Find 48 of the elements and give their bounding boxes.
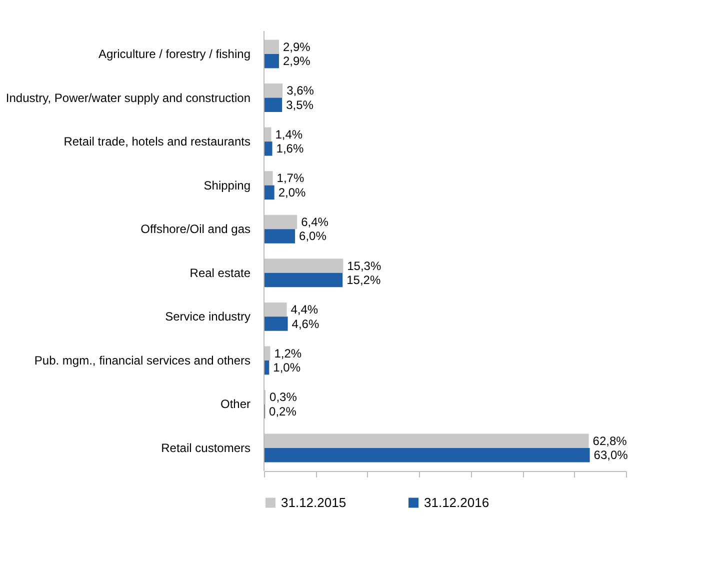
y-tick-label: Offshore/Oil and gas bbox=[140, 222, 250, 236]
data-label: 6,4% bbox=[301, 214, 329, 229]
y-tick-label: Real estate bbox=[190, 266, 251, 280]
y-tick-label: Retail trade, hotels and restaurants bbox=[64, 134, 250, 149]
data-label: 2,9% bbox=[282, 40, 311, 54]
data-label: 2,0% bbox=[278, 185, 306, 200]
data-label: 1,7% bbox=[276, 171, 304, 186]
bar bbox=[264, 316, 288, 331]
bar bbox=[264, 142, 272, 156]
legend-label: 31.12.2016 bbox=[424, 494, 490, 510]
bar bbox=[264, 84, 283, 98]
bar bbox=[264, 346, 270, 360]
legend-label: 31.12.2015 bbox=[281, 494, 346, 510]
bar bbox=[264, 185, 274, 200]
data-label: 1,4% bbox=[275, 127, 303, 142]
y-tick-label: Shipping bbox=[204, 178, 250, 192]
bar bbox=[264, 54, 279, 68]
data-label: 1,2% bbox=[274, 346, 302, 360]
data-label: 62,8% bbox=[592, 434, 628, 448]
data-label: 3,5% bbox=[286, 98, 314, 112]
data-label: 1,6% bbox=[276, 142, 304, 156]
data-label: 3,6% bbox=[286, 84, 314, 98]
data-label: 2,9% bbox=[282, 54, 311, 68]
data-label: 63,0% bbox=[594, 448, 628, 462]
y-tick-label: Agriculture / forestry / fishing bbox=[98, 46, 250, 61]
data-label: 0,3% bbox=[270, 390, 298, 404]
bar bbox=[264, 258, 344, 273]
data-label: 4,4% bbox=[290, 302, 318, 317]
data-label: 15,3% bbox=[347, 258, 382, 273]
bar bbox=[264, 171, 273, 186]
bar bbox=[264, 434, 589, 448]
data-label: 1,0% bbox=[273, 360, 301, 375]
y-tick-label: Service industry bbox=[165, 310, 250, 324]
bar bbox=[264, 40, 279, 54]
data-label: 15,2% bbox=[346, 273, 381, 288]
bar bbox=[264, 98, 282, 112]
data-label: 6,0% bbox=[299, 229, 327, 244]
bar bbox=[264, 302, 287, 317]
bar bbox=[264, 448, 590, 462]
data-label: 0,2% bbox=[269, 404, 297, 418]
bar bbox=[264, 272, 343, 288]
bar bbox=[264, 229, 296, 244]
y-tick-label: Retail customers bbox=[161, 441, 250, 456]
y-tick-label: Pub. mgm., financial services and others bbox=[34, 353, 250, 368]
y-tick-label: Industry, Power/water supply and construction bbox=[6, 90, 250, 105]
data-label: 4,6% bbox=[292, 316, 320, 331]
bar bbox=[264, 214, 298, 230]
y-tick-label: Other bbox=[220, 397, 250, 412]
